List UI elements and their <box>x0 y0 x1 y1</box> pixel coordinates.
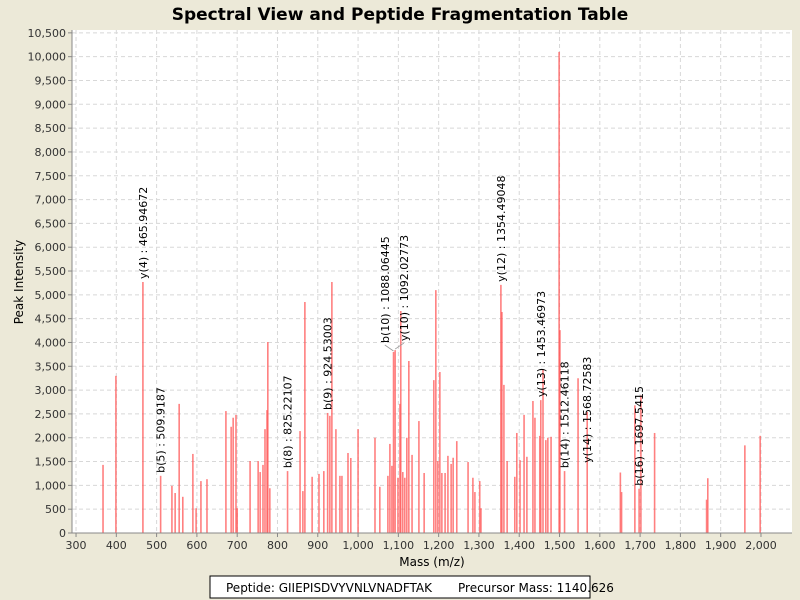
x-tick-label: 1,200 <box>423 539 455 552</box>
x-tick-label: 1,700 <box>624 539 656 552</box>
peak-annotation: b(9) : 924.53003 <box>322 317 335 410</box>
x-tick-label: 1,800 <box>665 539 697 552</box>
peak-annotation: b(8) : 825.22107 <box>282 375 295 468</box>
peak-annotation: y(13) : 1453.46973 <box>535 291 548 397</box>
annotations: y(4) : 465.94672 b(5) : 509.9187 b(8) : 82… <box>137 176 646 486</box>
x-tick-label: 1,300 <box>463 539 495 552</box>
x-tick-label: 1,900 <box>705 539 737 552</box>
x-tick-label: 300 <box>66 539 87 552</box>
peak-annotation: b(10) : 1088.06445 <box>379 236 392 343</box>
y-tick-label: 2,000 <box>35 432 67 445</box>
peak-annotation: b(16) : 1697.5415 <box>633 386 646 486</box>
x-axis-label: Mass (m/z) <box>399 555 464 569</box>
x-tick-label: 1,400 <box>503 539 535 552</box>
peak-annotation: y(10) : 1092.02773 <box>398 235 411 341</box>
legend-box <box>209 575 591 599</box>
y-tick-label: 8,500 <box>35 122 67 135</box>
y-tick-label: 2,500 <box>35 408 67 421</box>
y-tick-label: 1,500 <box>35 456 67 469</box>
y-tick-label: 9,000 <box>35 98 67 111</box>
y-tick-label: 0 <box>59 527 66 540</box>
grid <box>72 30 792 533</box>
x-tick-label: 600 <box>186 539 207 552</box>
y-tick-label: 10,000 <box>28 51 67 64</box>
y-tick-label: 6,000 <box>35 241 67 254</box>
y-tick-label: 500 <box>45 503 66 516</box>
y-tick-label: 6,500 <box>35 217 67 230</box>
y-tick-label: 9,500 <box>35 74 67 87</box>
x-tick-label: 2,000 <box>745 539 777 552</box>
x-tick-label: 500 <box>146 539 167 552</box>
peak-annotation: y(12) : 1354.49048 <box>495 176 508 282</box>
peak-annotation: b(5) : 509.9187 <box>155 387 168 473</box>
x-tick-label: 700 <box>227 539 248 552</box>
y-tick-label: 4,500 <box>35 313 67 326</box>
y-axis-label: Peak Intensity <box>12 240 26 325</box>
x-tick-label: 1,000 <box>342 539 374 552</box>
plot-area <box>72 30 792 533</box>
y-ticks: 0 500 1,000 1,500 2,000 2,500 3,000 3,500 4,000 4… <box>28 27 72 540</box>
x-ticks: 300 400 500 600 700 800 900 1,000 1,100 1,200 1,30… <box>66 533 777 552</box>
peak-annotation: y(14) : 1568.72583 <box>581 357 594 463</box>
y-tick-label: 10,500 <box>28 27 67 40</box>
y-tick-label: 3,500 <box>35 360 67 373</box>
peak-annotation: y(4) : 465.94672 <box>137 187 150 279</box>
y-tick-label: 4,000 <box>35 336 67 349</box>
x-tick-label: 800 <box>267 539 288 552</box>
x-tick-label: 900 <box>307 539 328 552</box>
y-tick-label: 1,000 <box>35 479 67 492</box>
chart-title: Spectral View and Peptide Fragmentation … <box>172 5 629 25</box>
legend-peptide: Peptide: GIIEPISDVYVNLVNADFTAK <box>226 581 433 595</box>
y-tick-label: 5,000 <box>35 289 67 302</box>
legend-precursor: Precursor Mass: 1140.626 <box>458 581 614 595</box>
annotation-leader <box>394 342 405 350</box>
y-tick-label: 8,000 <box>35 146 67 159</box>
peaks <box>102 51 761 533</box>
annotation-leader <box>384 344 394 352</box>
peak-annotation: b(14) : 1512.46118 <box>559 361 572 468</box>
y-tick-label: 5,500 <box>35 265 67 278</box>
x-tick-label: 400 <box>106 539 127 552</box>
x-tick-label: 1,600 <box>584 539 616 552</box>
y-tick-label: 7,500 <box>35 170 67 183</box>
x-tick-label: 1,100 <box>383 539 415 552</box>
y-tick-label: 3,000 <box>35 384 67 397</box>
x-tick-label: 1,500 <box>544 539 576 552</box>
y-tick-label: 7,000 <box>35 194 67 207</box>
legend: Peptide: GIIEPISDVYVNLVNADFTAK Precursor… <box>209 575 614 599</box>
